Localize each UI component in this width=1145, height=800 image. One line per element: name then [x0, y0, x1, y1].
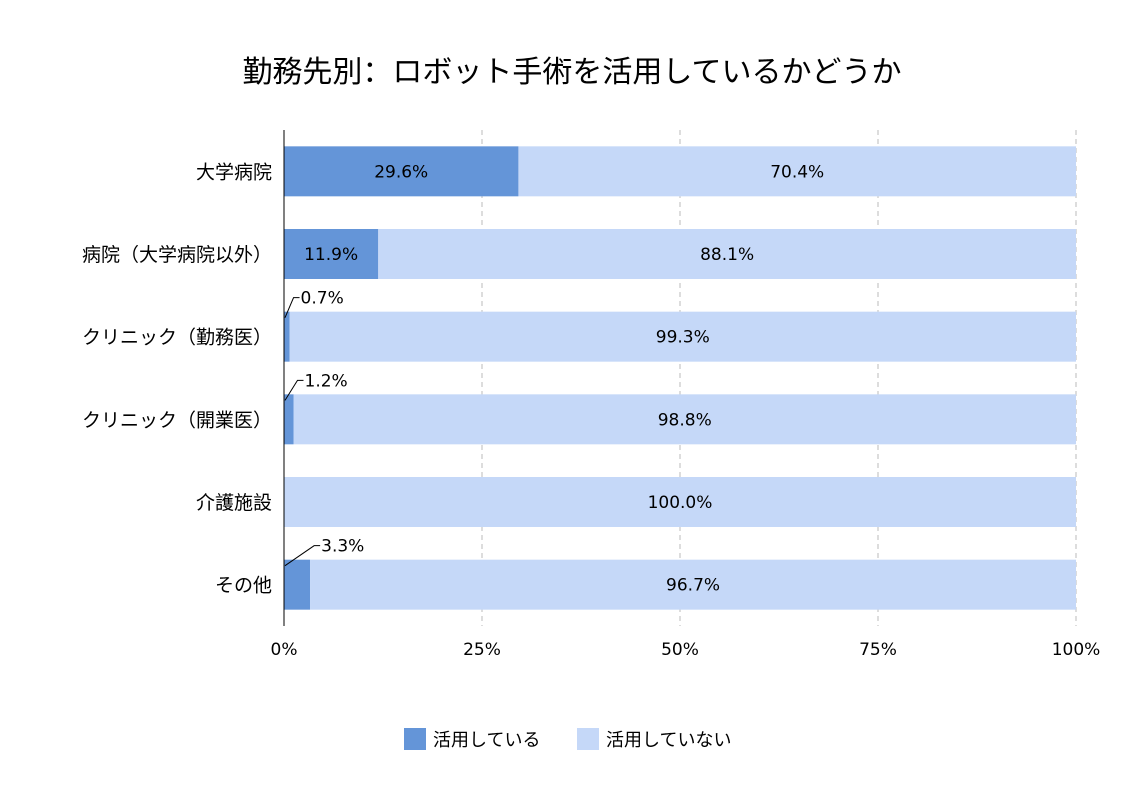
data-label: 99.3% [656, 328, 710, 348]
data-label: 98.8% [658, 410, 712, 430]
x-tick-label: 100% [1052, 640, 1101, 660]
x-tick-label: 0% [271, 640, 298, 660]
axis-layer: 0% 25% 50% 75% 100% [271, 130, 1101, 660]
category-label: 介護施設 [196, 492, 272, 514]
category-label: クリニック（勤務医） [82, 327, 272, 349]
data-label: 96.7% [666, 576, 720, 596]
bar-segment [284, 146, 519, 197]
x-tick-label: 25% [463, 640, 501, 660]
leader-line [284, 545, 321, 567]
bars-layer [284, 146, 1076, 610]
bar-segment [284, 394, 294, 445]
x-tick-label: 50% [661, 640, 699, 660]
bar-segment [284, 559, 311, 610]
data-label: 88.1% [700, 245, 754, 265]
bar-segment [284, 477, 1076, 527]
data-label: 1.2% [305, 371, 348, 391]
legend-swatch [577, 728, 599, 750]
leader-line [284, 297, 300, 318]
data-label: 100.0% [648, 493, 713, 513]
data-label: 70.4% [770, 162, 824, 182]
x-tick-label: 75% [859, 640, 897, 660]
category-label: その他 [215, 575, 272, 597]
category-label: 病院（大学病院以外） [82, 244, 272, 266]
legend: 活用している 活用していない [404, 728, 731, 751]
bar-segment [284, 311, 290, 362]
bar-segment [289, 311, 1076, 362]
category-label: クリニック（開業医） [82, 409, 272, 431]
bar-segment [293, 394, 1076, 445]
grid-layer [481, 130, 1077, 626]
data-label: 3.3% [321, 537, 364, 557]
bar-segment [310, 559, 1076, 610]
chart-title: 勤務先別：ロボット手術を活用しているかどうか [242, 55, 901, 90]
data-label: 29.6% [374, 162, 428, 182]
leader-line [284, 379, 304, 401]
bar-segment [378, 229, 1076, 279]
legend-label: 活用している [433, 730, 540, 751]
data-label: 11.9% [304, 245, 358, 265]
bar-segment [284, 229, 379, 279]
data-label: 0.7% [301, 289, 344, 309]
category-label: 大学病院 [196, 161, 272, 183]
labels-layer: 大学病院 29.6% 70.4% 病院（大学病院以外） 11.9% 88.1% クリニック（… [82, 161, 824, 596]
legend-label: 活用していない [606, 730, 731, 751]
bar-segment [518, 146, 1076, 197]
legend-swatch [404, 728, 426, 750]
